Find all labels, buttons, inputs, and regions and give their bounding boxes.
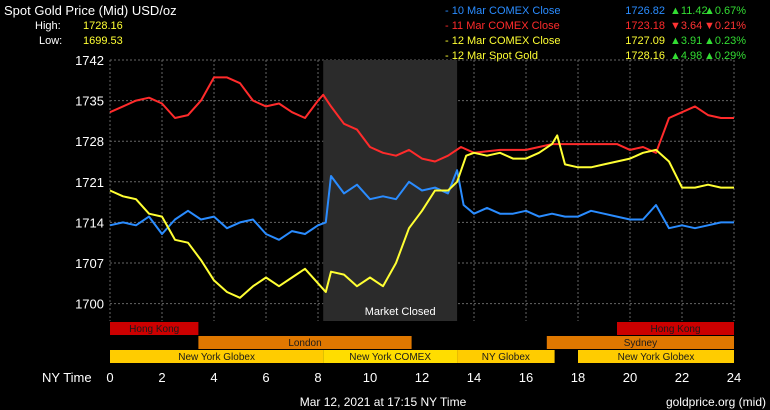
session-bar xyxy=(110,350,324,363)
session-bar xyxy=(457,350,555,363)
series-line xyxy=(109,134,734,299)
legend: - 10 Mar COMEX Close 1726.82 ▲11.42▲0.67% -… xyxy=(445,5,746,62)
session-label: London xyxy=(288,338,321,349)
legend-entry-value: 1728.16 xyxy=(625,50,665,62)
x-tick-label: 2 xyxy=(158,370,165,385)
high-label: High: xyxy=(35,20,61,32)
x-tick-label: 14 xyxy=(467,370,481,385)
y-tick-label: 1700 xyxy=(75,297,104,312)
low-label: Low: xyxy=(39,35,62,47)
session-bar xyxy=(617,322,734,335)
legend-entry-name: - 10 Mar COMEX Close xyxy=(445,5,561,17)
legend-entry-value: 1727.09 xyxy=(625,35,665,47)
legend-entry-change: ▲11.42 xyxy=(670,5,708,17)
session-bar xyxy=(546,336,734,349)
legend-entry-change: ▲3.91 xyxy=(670,35,702,47)
session-bar xyxy=(198,336,412,349)
legend-entry-pct: ▲0.67% xyxy=(704,5,746,17)
x-tick-label: 24 xyxy=(727,370,741,385)
source-credit: goldprice.org (mid) xyxy=(666,395,766,409)
session-label: Hong Kong xyxy=(650,324,700,335)
x-axis-label: NY Time xyxy=(42,370,92,385)
legend-entry-value: 1723.18 xyxy=(625,20,665,32)
session-label: Sydney xyxy=(624,338,657,349)
x-tick-label: 6 xyxy=(262,370,269,385)
session-label: Hong Kong xyxy=(129,324,179,335)
legend-entry-name: - 12 Mar COMEX Close xyxy=(445,35,561,47)
y-tick-label: 1735 xyxy=(75,94,104,109)
legend-entry-value: 1726.82 xyxy=(625,5,665,17)
x-tick-label: 4 xyxy=(210,370,217,385)
session-bar xyxy=(323,350,458,363)
y-tick-labels: 1700 1707 1714 1721 1728 1735 1742 xyxy=(75,53,104,312)
x-tick-label: 16 xyxy=(519,370,533,385)
y-tick-label: 1742 xyxy=(75,53,104,68)
x-tick-label: 20 xyxy=(623,370,637,385)
x-tick-label: 18 xyxy=(571,370,585,385)
session-bars: Hong Kong Hong Kong London Sydney New York G… xyxy=(110,322,734,363)
x-tick-label: 8 xyxy=(314,370,321,385)
session-label: New York COMEX xyxy=(349,352,431,363)
series-layer xyxy=(109,76,734,299)
legend-entry-name: - 11 Mar COMEX Close xyxy=(445,20,560,32)
x-tick-label: 12 xyxy=(415,370,429,385)
y-tick-label: 1707 xyxy=(75,256,104,271)
legend-entry-pct: ▼0.21% xyxy=(704,20,746,32)
y-tick-label: 1714 xyxy=(75,215,104,230)
legend-entry-pct: ▲0.29% xyxy=(704,50,746,62)
session-label: NY Globex xyxy=(482,352,530,363)
legend-entry-change: ▲4.98 xyxy=(670,50,702,62)
session-label: New York Globex xyxy=(618,352,695,363)
session-bar xyxy=(578,350,734,363)
series-line xyxy=(109,76,734,163)
x-tick-label: 10 xyxy=(363,370,377,385)
low-value: 1699.53 xyxy=(83,35,123,47)
x-tick-labels: 0 2 4 6 8 10 12 14 16 18 20 22 24 xyxy=(106,370,741,385)
legend-entry-name: - 12 Mar Spot Gold xyxy=(445,50,538,62)
session-label: New York Globex xyxy=(178,352,255,363)
series-line xyxy=(109,169,734,241)
legend-entry-pct: ▲0.23% xyxy=(704,35,746,47)
x-tick-label: 0 xyxy=(106,370,113,385)
market-closed-label: Market Closed xyxy=(365,306,436,318)
timestamp: Mar 12, 2021 at 17:15 NY Time xyxy=(300,395,467,409)
session-bar xyxy=(110,322,199,335)
y-tick-label: 1728 xyxy=(75,134,104,149)
x-tick-label: 22 xyxy=(675,370,689,385)
y-tick-label: 1721 xyxy=(75,175,104,190)
chart-title: Spot Gold Price (Mid) USD/oz xyxy=(4,3,177,18)
high-value: 1728.16 xyxy=(83,20,123,32)
legend-entry-change: ▼3.64 xyxy=(670,20,702,32)
